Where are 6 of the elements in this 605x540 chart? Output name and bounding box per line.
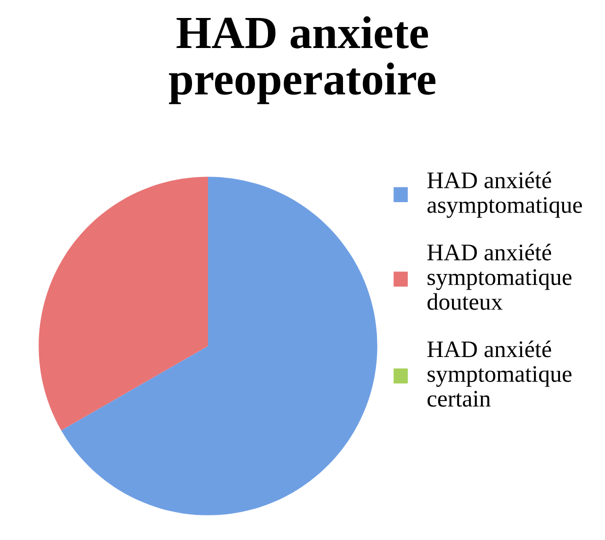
pie-slice <box>61 176 378 516</box>
legend-label: HAD anxiété symptomatique douteux <box>427 244 572 310</box>
legend-label: HAD anxiété symptomatique certain <box>427 340 572 407</box>
chart-title: HAD anxiete preoperatoire <box>168 16 436 104</box>
legend-label: HAD anxiété asymptomatique <box>427 172 582 218</box>
pie-slice <box>38 176 208 430</box>
